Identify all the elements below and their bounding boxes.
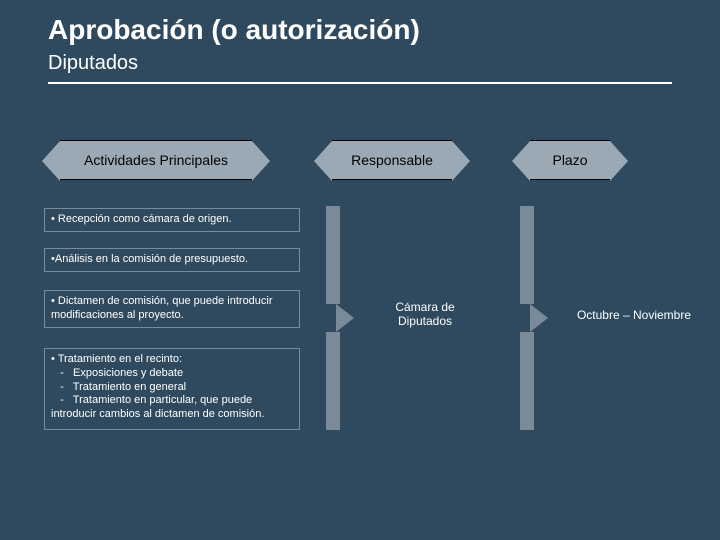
activity-text: • Tratamiento en el recinto: - Exposicio… <box>51 353 264 420</box>
header-label: Actividades Principales <box>60 141 252 179</box>
activity-box: • Recepción como cámara de origen. <box>44 208 300 232</box>
slide-subtitle: Diputados <box>48 52 138 75</box>
activity-text: •Análisis en la comisión de presupuesto. <box>51 253 248 265</box>
hex-cap-left <box>314 141 332 181</box>
bracket-plazo <box>520 206 548 430</box>
header-responsable: Responsable <box>332 140 452 180</box>
header-plazo: Plazo <box>530 140 610 180</box>
bracket-bar <box>520 332 534 430</box>
header-label: Responsable <box>332 141 452 179</box>
slide: Aprobación (o autorización) Diputados Ac… <box>0 0 720 540</box>
hex-cap-left <box>42 141 60 181</box>
bracket-responsable <box>326 206 354 430</box>
slide-title: Aprobación (o autorización) <box>48 14 420 46</box>
hex-cap-right <box>252 141 270 181</box>
activity-box: • Dictamen de comisión, que puede introd… <box>44 290 300 328</box>
header-actividades: Actividades Principales <box>60 140 252 180</box>
bracket-bar <box>520 206 534 304</box>
bracket-notch-icon <box>336 304 354 332</box>
title-underline <box>48 82 672 84</box>
hex-cap-right <box>610 141 628 181</box>
bracket-bar <box>326 206 340 304</box>
activity-box: •Análisis en la comisión de presupuesto. <box>44 248 300 272</box>
activity-text: • Recepción como cámara de origen. <box>51 213 232 225</box>
bracket-bar <box>326 332 340 430</box>
bracket-notch-icon <box>530 304 548 332</box>
activity-text: • Dictamen de comisión, que puede introd… <box>51 295 276 321</box>
header-label: Plazo <box>530 141 610 179</box>
hex-cap-right <box>452 141 470 181</box>
responsable-value: Cámara de Diputados <box>380 300 470 328</box>
hex-cap-left <box>512 141 530 181</box>
activity-box: • Tratamiento en el recinto: - Exposicio… <box>44 348 300 430</box>
plazo-value: Octubre – Noviembre <box>564 308 704 322</box>
